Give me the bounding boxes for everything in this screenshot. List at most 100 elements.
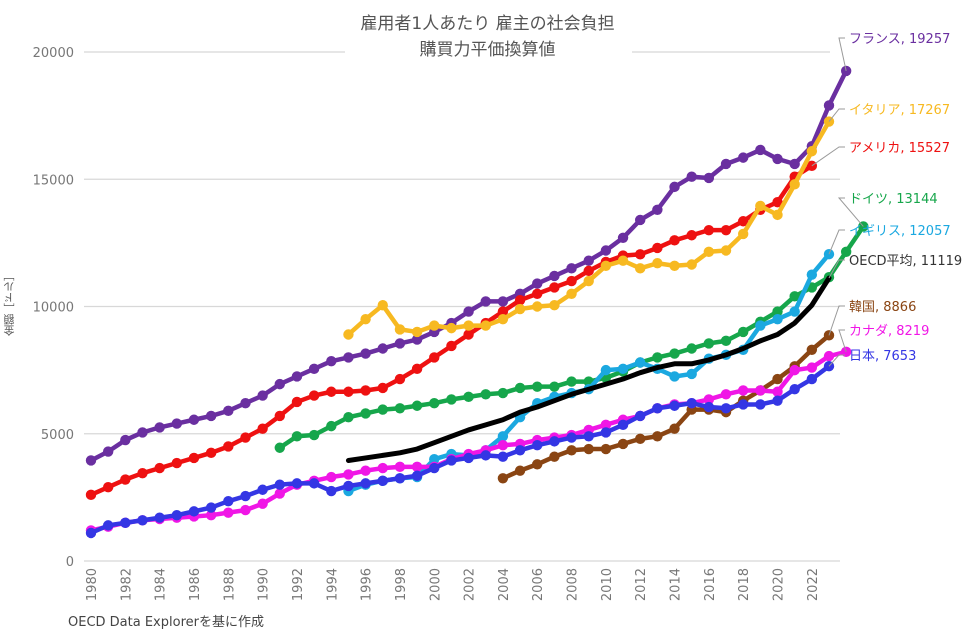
x-axis-ticks: 1980 1982 1984 1986 1988 1990 1992 1994 1996 1998… <box>85 568 821 601</box>
data-point <box>755 200 766 212</box>
data-point <box>102 446 114 457</box>
data-point <box>772 373 783 385</box>
data-point <box>823 100 835 111</box>
data-point <box>703 246 715 257</box>
data-point <box>755 320 766 331</box>
data-point <box>806 362 818 373</box>
data-point <box>343 412 354 423</box>
data-point <box>343 480 354 492</box>
series-カナダ <box>85 346 852 536</box>
data-point <box>514 303 526 315</box>
data-point <box>326 471 337 483</box>
data-point <box>463 306 474 317</box>
data-point <box>669 423 680 434</box>
data-point <box>274 378 285 390</box>
end-label: 日本, 7653 <box>849 349 916 364</box>
gridlines <box>84 51 840 562</box>
end-label: アメリカ, 15527 <box>849 141 950 156</box>
series-ドイツ <box>274 221 869 453</box>
x-tick-label: 2004 <box>497 568 512 601</box>
data-point <box>737 399 749 410</box>
data-point <box>223 405 234 417</box>
data-point <box>394 403 406 414</box>
data-point <box>703 172 715 184</box>
data-point <box>463 320 474 331</box>
x-tick-label: 1990 <box>257 568 272 601</box>
data-point <box>463 452 474 464</box>
data-point <box>343 352 354 363</box>
data-point <box>257 484 268 495</box>
data-point <box>514 382 526 394</box>
data-point <box>257 390 268 401</box>
series-イタリア <box>343 116 835 340</box>
data-point <box>772 395 783 406</box>
data-point <box>308 390 320 401</box>
data-point <box>635 433 646 445</box>
source-note: OECD Data Explorerを基に作成 <box>68 615 264 630</box>
x-tick-label: 2002 <box>463 568 478 601</box>
data-point <box>360 478 371 489</box>
data-point <box>308 363 320 375</box>
data-point <box>635 263 646 274</box>
y-tick-label: 0 <box>66 555 74 570</box>
x-tick-label: 1982 <box>119 568 134 601</box>
data-point <box>257 498 268 509</box>
data-point <box>377 475 388 487</box>
data-point <box>720 224 732 236</box>
data-point <box>600 427 612 438</box>
data-point <box>205 447 217 459</box>
data-point <box>652 258 663 269</box>
data-point <box>188 414 200 425</box>
leader-line <box>838 37 847 72</box>
data-point <box>514 445 526 456</box>
series-line <box>88 363 832 536</box>
data-point <box>652 403 663 414</box>
data-point <box>686 398 697 409</box>
data-point <box>274 442 285 453</box>
data-point <box>652 352 663 363</box>
data-point <box>652 431 663 442</box>
data-point <box>823 350 835 362</box>
data-point <box>652 204 663 215</box>
data-point <box>377 343 388 354</box>
data-point <box>240 490 251 502</box>
data-point <box>223 441 234 452</box>
data-point <box>583 265 594 277</box>
leader-line <box>828 259 845 279</box>
data-point <box>429 462 440 474</box>
data-point <box>205 502 217 513</box>
data-point <box>205 509 217 521</box>
data-point <box>360 314 371 325</box>
data-point <box>326 485 337 497</box>
data-point <box>669 181 680 193</box>
data-point <box>429 398 440 409</box>
y-tick-label: 15000 <box>33 173 74 188</box>
data-point <box>497 296 509 307</box>
data-point <box>85 489 97 501</box>
end-label: イギリス, 12057 <box>849 224 951 239</box>
x-tick-label: 2022 <box>806 568 821 601</box>
data-point <box>789 158 800 170</box>
x-tick-label: 2014 <box>669 568 684 601</box>
leader-line <box>828 229 845 255</box>
data-point <box>394 473 406 484</box>
data-point <box>343 469 354 480</box>
data-point <box>669 400 680 411</box>
x-tick-label: 1992 <box>291 568 306 601</box>
x-tick-label: 1996 <box>360 568 375 601</box>
data-point <box>102 481 114 493</box>
data-point <box>240 398 251 409</box>
data-point <box>480 389 491 400</box>
data-point <box>429 352 440 363</box>
data-point <box>291 478 303 489</box>
series-line <box>88 349 849 533</box>
data-point <box>703 338 715 349</box>
data-point <box>806 269 818 280</box>
data-point <box>411 400 423 411</box>
data-point <box>480 296 491 307</box>
leader-line <box>811 146 845 167</box>
data-point <box>703 401 715 413</box>
data-point <box>308 478 320 489</box>
end-label: OECD平均, 11119 <box>849 254 962 269</box>
